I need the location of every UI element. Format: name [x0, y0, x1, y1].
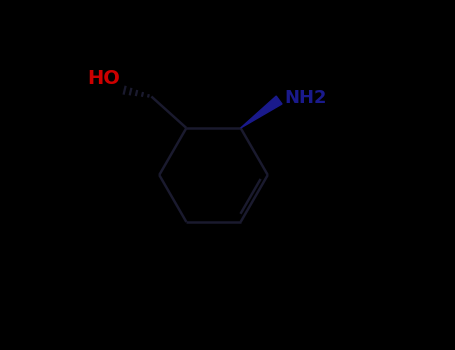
Polygon shape: [241, 96, 282, 128]
Text: HO: HO: [87, 69, 120, 88]
Text: NH2: NH2: [284, 89, 327, 107]
